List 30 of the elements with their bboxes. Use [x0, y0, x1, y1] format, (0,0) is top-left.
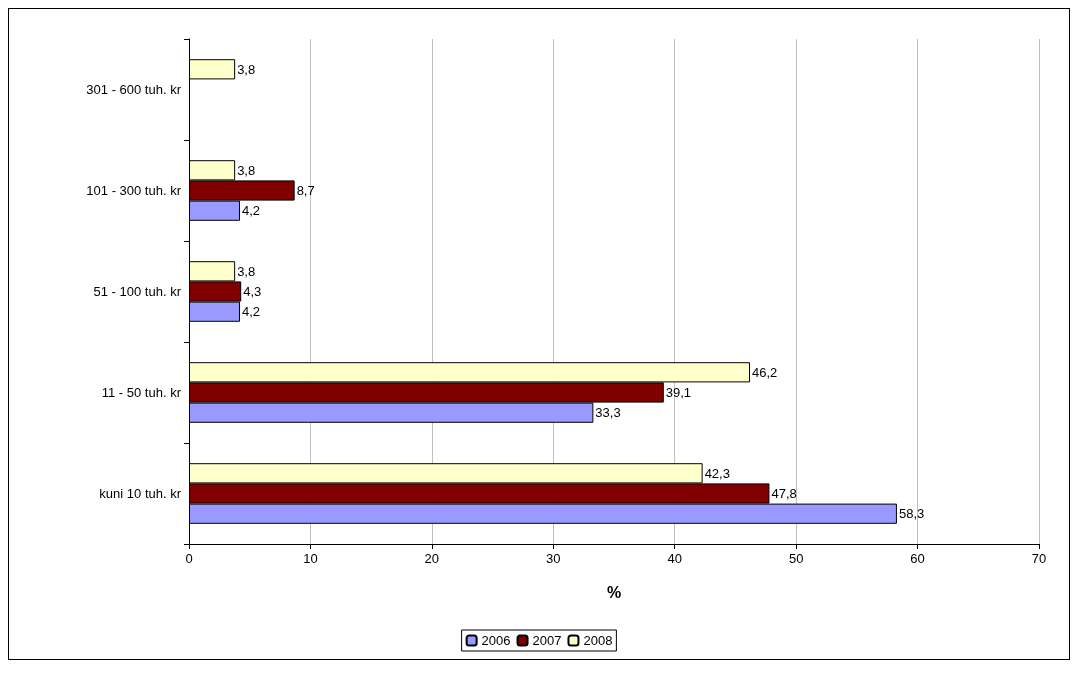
x-tick-label: 0: [185, 551, 193, 566]
legend-label: 2006: [481, 633, 511, 648]
y-tick-label: 101 - 300 tuh. kr: [86, 183, 182, 198]
data-label: 47,8: [771, 486, 797, 501]
legend-label: 2008: [583, 633, 613, 648]
y-tick-label: kuni 10 tuh. kr: [99, 486, 182, 501]
data-label: 3,8: [237, 162, 256, 178]
data-label: 33,3: [595, 405, 621, 421]
x-axis-title: %: [606, 583, 622, 601]
data-label: 58,3: [898, 506, 925, 522]
data-label: 8,7: [296, 183, 315, 198]
data-label: 42,3: [704, 465, 730, 481]
y-tick-label: 51 - 100 tuh. kr: [93, 284, 182, 299]
x-tick-label: 20: [424, 551, 440, 566]
x-tick-label: 60: [910, 551, 925, 566]
y-tick-label: 301 - 600 tuh. kr: [86, 82, 182, 97]
x-tick-label: 30: [546, 551, 561, 566]
data-label: 4,3: [243, 284, 262, 299]
data-label: 4,2: [242, 304, 261, 320]
x-tick-label: 50: [788, 551, 804, 566]
legend-label: 2007: [532, 633, 562, 648]
data-label: 3,8: [237, 61, 256, 77]
x-tick-label: 40: [667, 551, 682, 566]
y-tick-label: 11 - 50 tuh. kr: [101, 385, 182, 400]
x-tick-label: 10: [303, 551, 318, 566]
data-label: 39,1: [665, 385, 692, 400]
data-label: 46,2: [752, 364, 778, 380]
x-tick-label: 70: [1031, 551, 1047, 566]
data-label: 4,2: [242, 203, 261, 219]
data-label: 3,8: [237, 263, 256, 279]
